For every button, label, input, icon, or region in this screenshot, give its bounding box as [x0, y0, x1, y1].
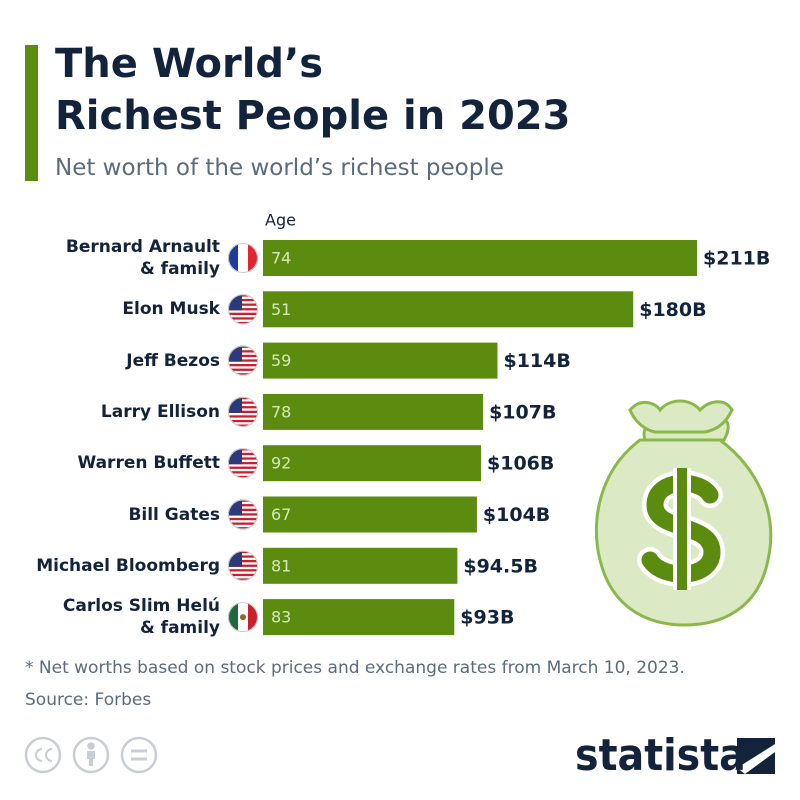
value-label: $94.5B	[463, 555, 538, 577]
age-label: 67	[271, 505, 291, 524]
category-label: Larry Ellison	[100, 401, 220, 422]
age-label: 78	[271, 402, 291, 421]
age-label: 83	[271, 608, 291, 627]
value-label: $93B	[460, 607, 514, 629]
accent-bar	[25, 45, 38, 181]
source: Source: Forbes	[25, 690, 152, 710]
value-label: $211B	[703, 248, 770, 270]
age-header: Age	[265, 211, 296, 230]
bar	[263, 342, 498, 379]
category-label: Jeff Bezos	[126, 350, 220, 371]
category-label: Elon Musk	[122, 299, 220, 320]
chart-subtitle: Net worth of the world’s richest people	[55, 155, 504, 181]
license-icons	[24, 736, 158, 774]
category-label: Michael Bloomberg	[36, 555, 220, 576]
age-label: 92	[271, 454, 291, 473]
value-label: $107B	[489, 401, 556, 423]
value-label: $180B	[639, 299, 706, 321]
brand-logo-icon	[737, 738, 775, 774]
value-label: $114B	[503, 350, 570, 372]
brand: statista	[575, 730, 746, 781]
value-label: $104B	[483, 504, 550, 526]
age-label: 81	[271, 556, 291, 575]
category-label: Bill Gates	[128, 504, 220, 525]
money-bag	[594, 399, 773, 627]
age-label: 59	[271, 351, 291, 370]
bar	[263, 291, 634, 328]
bar	[263, 240, 697, 276]
chart-title: The World’s Richest People in 2023	[55, 41, 571, 139]
age-label: 51	[271, 300, 291, 319]
bar	[263, 547, 458, 584]
category-label: Carlos Slim Helú & family	[62, 596, 220, 639]
flags	[228, 243, 258, 632]
bar	[263, 445, 482, 482]
footnote: * Net worths based on stock prices and e…	[25, 658, 685, 678]
age-label: 74	[271, 249, 291, 268]
category-label: Bernard Arnault & family	[65, 237, 220, 279]
bar	[263, 599, 455, 636]
value-label: $106B	[487, 453, 554, 475]
category-label: Warren Buffett	[77, 453, 220, 474]
bar	[263, 496, 477, 533]
bar	[263, 393, 484, 430]
